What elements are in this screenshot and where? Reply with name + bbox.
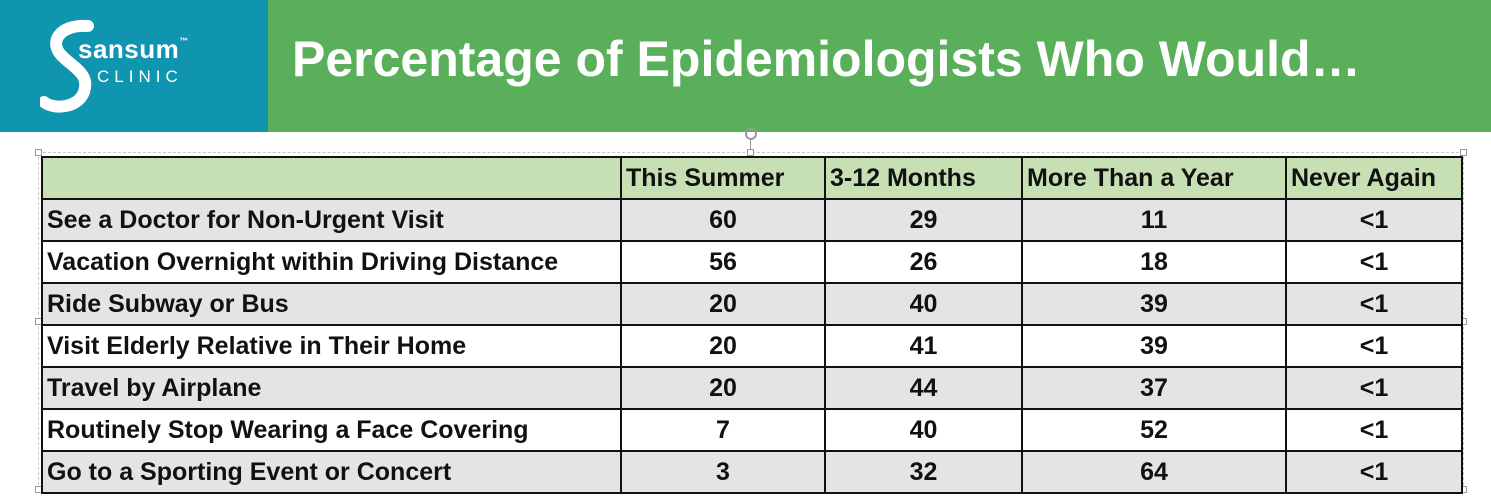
cell-3-12-months: 40 <box>824 282 1023 326</box>
logo-subtitle: CLINIC <box>97 67 183 86</box>
row-label: Travel by Airplane <box>41 366 622 410</box>
rotate-handle-icon[interactable] <box>745 128 757 140</box>
cell-this-summer: 20 <box>620 324 826 368</box>
cell-never-again: <1 <box>1285 408 1463 452</box>
cell-this-summer: 3 <box>620 450 826 494</box>
table-row: See a Doctor for Non-Urgent Visit 60 29 … <box>41 198 1463 242</box>
table-row: Ride Subway or Bus 20 40 39 <1 <box>41 282 1463 326</box>
cell-3-12-months: 26 <box>824 240 1023 284</box>
cell-3-12-months: 29 <box>824 198 1023 242</box>
header-3-12-months: 3-12 Months <box>824 156 1023 200</box>
table-row: Visit Elderly Relative in Their Home 20 … <box>41 324 1463 368</box>
cell-never-again: <1 <box>1285 198 1463 242</box>
cell-more-than-a-year: 64 <box>1021 450 1287 494</box>
cell-never-again: <1 <box>1285 324 1463 368</box>
header-this-summer: This Summer <box>620 156 826 200</box>
cell-never-again: <1 <box>1285 450 1463 494</box>
logo-wordmark: sansum™ <box>78 34 189 64</box>
page-title: Percentage of Epidemiologists Who Would… <box>292 31 1361 87</box>
header-row: This Summer 3-12 Months More Than a Year… <box>41 156 1463 200</box>
rotate-connector <box>750 140 751 152</box>
cell-never-again: <1 <box>1285 240 1463 284</box>
cell-more-than-a-year: 37 <box>1021 366 1287 410</box>
cell-more-than-a-year: 39 <box>1021 324 1287 368</box>
cell-3-12-months: 32 <box>824 450 1023 494</box>
cell-never-again: <1 <box>1285 282 1463 326</box>
cell-3-12-months: 44 <box>824 366 1023 410</box>
title-bar: Percentage of Epidemiologists Who Would… <box>268 0 1491 132</box>
row-label: Ride Subway or Bus <box>41 282 622 326</box>
cell-3-12-months: 41 <box>824 324 1023 368</box>
cell-never-again: <1 <box>1285 366 1463 410</box>
sansum-s-icon <box>40 19 94 113</box>
table-row: Go to a Sporting Event or Concert 3 32 6… <box>41 450 1463 494</box>
row-label: Vacation Overnight within Driving Distan… <box>41 240 622 284</box>
cell-this-summer: 56 <box>620 240 826 284</box>
row-label: Routinely Stop Wearing a Face Covering <box>41 408 622 452</box>
row-label: See a Doctor for Non-Urgent Visit <box>41 198 622 242</box>
cell-3-12-months: 40 <box>824 408 1023 452</box>
cell-this-summer: 20 <box>620 366 826 410</box>
table-row: Vacation Overnight within Driving Distan… <box>41 240 1463 284</box>
cell-more-than-a-year: 11 <box>1021 198 1287 242</box>
resize-handle-top-center[interactable] <box>747 149 754 156</box>
header-never-again: Never Again <box>1285 156 1463 200</box>
header-blank <box>41 156 622 200</box>
table-row: Travel by Airplane 20 44 37 <1 <box>41 366 1463 410</box>
header-more-than-a-year: More Than a Year <box>1021 156 1287 200</box>
cell-this-summer: 60 <box>620 198 826 242</box>
resize-handle-top-right[interactable] <box>1460 149 1467 156</box>
logo: sansum™ CLINIC <box>0 0 268 132</box>
cell-more-than-a-year: 18 <box>1021 240 1287 284</box>
cell-this-summer: 7 <box>620 408 826 452</box>
table-row: Routinely Stop Wearing a Face Covering 7… <box>41 408 1463 452</box>
row-label: Go to a Sporting Event or Concert <box>41 450 622 494</box>
row-label: Visit Elderly Relative in Their Home <box>41 324 622 368</box>
data-table: This Summer 3-12 Months More Than a Year… <box>41 156 1463 494</box>
resize-handle-top-left[interactable] <box>35 149 42 156</box>
cell-more-than-a-year: 52 <box>1021 408 1287 452</box>
cell-more-than-a-year: 39 <box>1021 282 1287 326</box>
cell-this-summer: 20 <box>620 282 826 326</box>
